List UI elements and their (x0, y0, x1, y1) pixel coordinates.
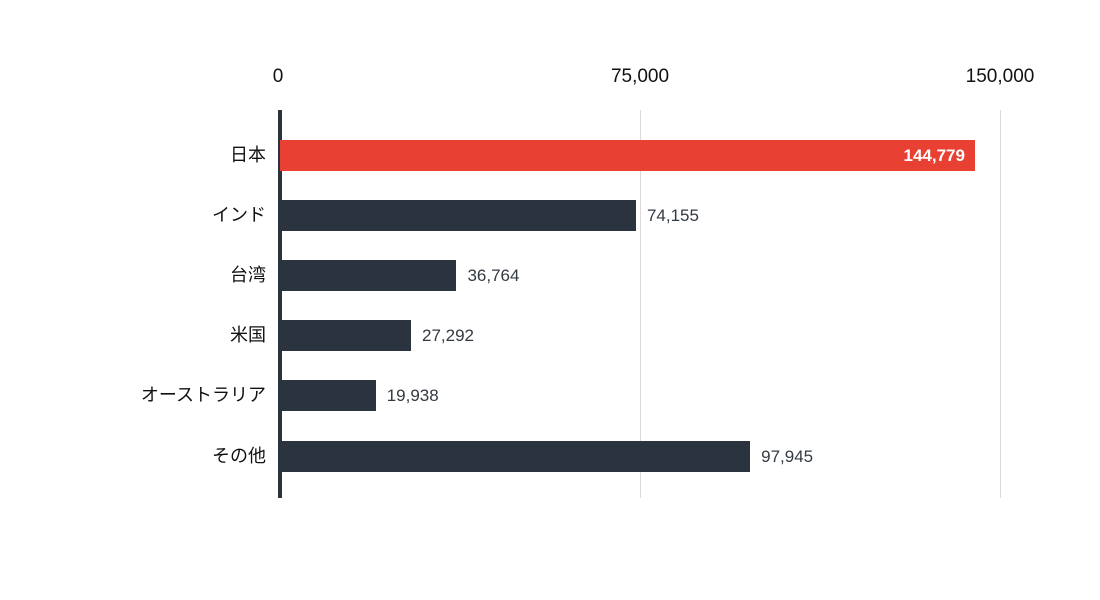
y-axis-line (278, 110, 282, 498)
gridline (640, 110, 641, 498)
bar-2 (280, 199, 636, 231)
bar-1 (280, 139, 975, 171)
value-label: 36,764 (467, 265, 520, 285)
value-label: 144,779 (903, 145, 965, 165)
bar-5 (280, 380, 376, 412)
value-label: 19,938 (386, 386, 439, 406)
bar-3 (280, 259, 457, 291)
x-axis-tick-label: 75,000 (610, 66, 670, 87)
category-label: オーストラリア (140, 385, 266, 406)
x-axis-tick-label: 150,000 (965, 66, 1035, 87)
x-axis-tick-label: 0 (272, 66, 284, 87)
category-label: その他 (212, 445, 266, 466)
value-label: 97,945 (761, 446, 814, 466)
category-label: 米国 (230, 325, 266, 346)
bar-6 (280, 440, 751, 472)
value-label: 74,155 (646, 205, 699, 225)
bar-4 (280, 320, 411, 352)
gridline (1000, 110, 1001, 498)
category-label: 日本 (230, 144, 266, 165)
category-label: インド (212, 204, 266, 225)
category-label: 台湾 (230, 264, 266, 285)
value-label: 27,292 (422, 326, 474, 346)
